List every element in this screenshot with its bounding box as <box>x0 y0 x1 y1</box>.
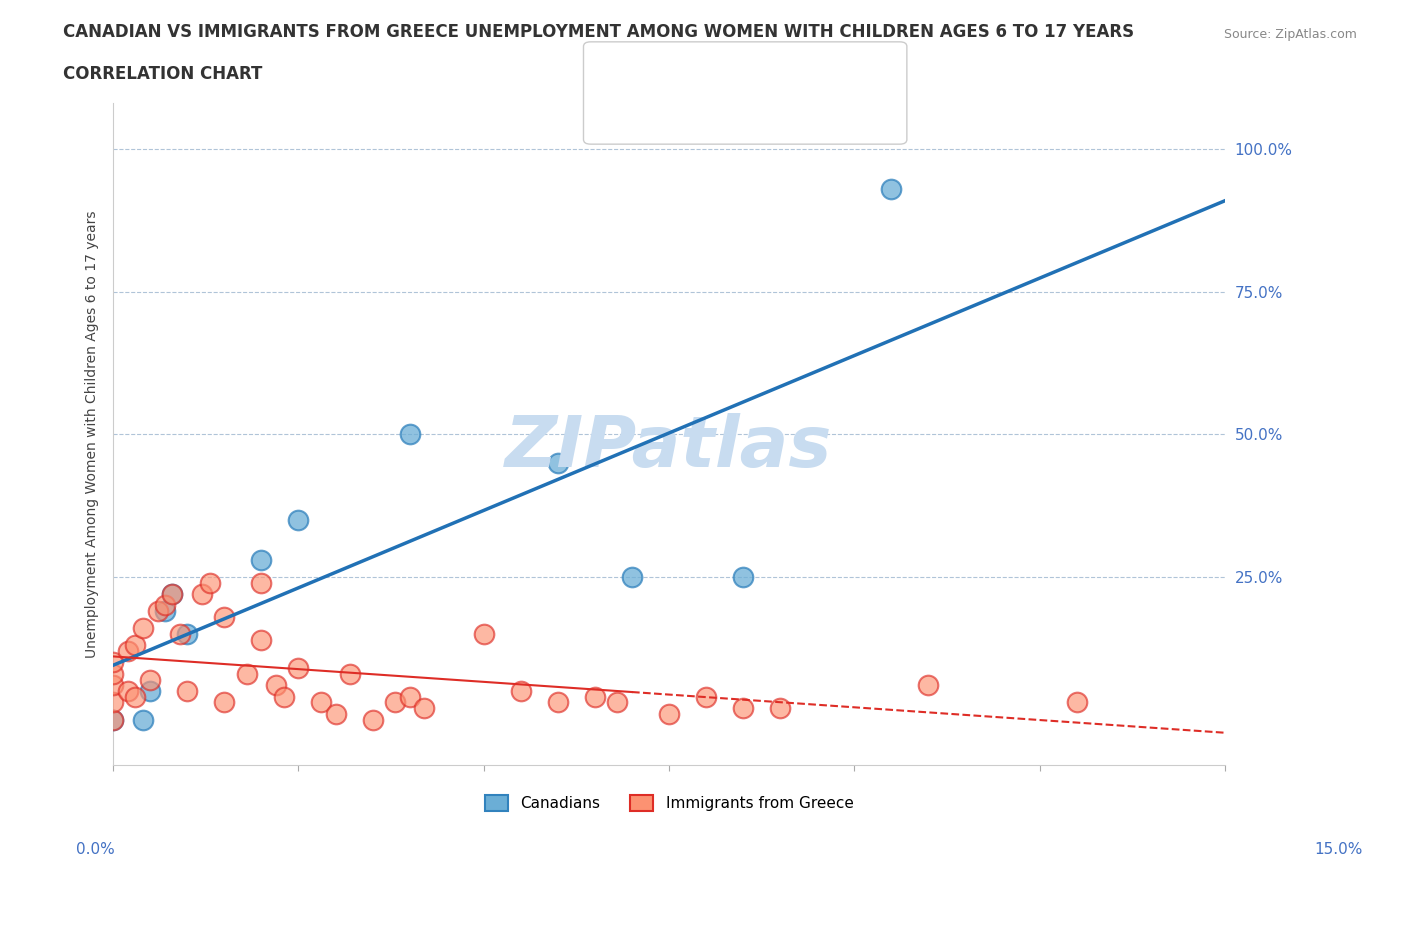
Point <box>325 707 347 722</box>
Point <box>214 695 236 710</box>
Point <box>880 181 903 196</box>
Point <box>117 644 139 658</box>
Point <box>117 684 139 698</box>
Point <box>153 604 176 618</box>
Point <box>250 632 273 647</box>
Point <box>169 627 191 642</box>
Point <box>162 587 184 602</box>
Point <box>153 598 176 613</box>
Point <box>1066 695 1088 710</box>
Point <box>413 700 436 715</box>
Point <box>583 689 606 704</box>
Point <box>606 695 628 710</box>
Point <box>146 604 169 618</box>
Text: CANADIAN VS IMMIGRANTS FROM GREECE UNEMPLOYMENT AMONG WOMEN WITH CHILDREN AGES 6: CANADIAN VS IMMIGRANTS FROM GREECE UNEMP… <box>63 23 1135 41</box>
Point <box>769 700 792 715</box>
Text: R = 0.918   N = 13: R = 0.918 N = 13 <box>626 60 782 75</box>
Point <box>287 512 309 527</box>
Y-axis label: Unemployment Among Women with Children Ages 6 to 17 years: Unemployment Among Women with Children A… <box>86 210 100 658</box>
Point <box>139 684 162 698</box>
Text: CORRELATION CHART: CORRELATION CHART <box>63 65 263 83</box>
Point <box>658 707 681 722</box>
Point <box>339 667 361 682</box>
Point <box>198 575 221 590</box>
Legend: Canadians, Immigrants from Greece: Canadians, Immigrants from Greece <box>478 789 859 817</box>
Text: 15.0%: 15.0% <box>1315 842 1362 857</box>
Point <box>309 695 332 710</box>
Point <box>176 627 198 642</box>
Point <box>398 427 420 442</box>
Point <box>547 695 569 710</box>
Point <box>162 587 184 602</box>
Point <box>103 678 125 693</box>
Point <box>509 684 531 698</box>
Point <box>103 712 125 727</box>
Point <box>917 678 939 693</box>
Text: 0.0%: 0.0% <box>76 842 115 857</box>
Point <box>250 552 273 567</box>
Point <box>124 638 146 653</box>
Point <box>620 569 643 584</box>
Point <box>472 627 495 642</box>
Point <box>235 667 257 682</box>
Point <box>695 689 717 704</box>
Point <box>191 587 214 602</box>
Point <box>547 456 569 471</box>
Point <box>733 569 755 584</box>
Point <box>273 689 295 704</box>
Point <box>733 700 755 715</box>
Point <box>384 695 406 710</box>
Text: R = 0.012   N = 44: R = 0.012 N = 44 <box>626 100 782 114</box>
Point <box>132 621 155 636</box>
Point <box>124 689 146 704</box>
Text: ZIPatlas: ZIPatlas <box>505 413 832 482</box>
Point <box>139 672 162 687</box>
Point <box>287 660 309 675</box>
Point <box>250 575 273 590</box>
Point <box>214 609 236 624</box>
Point <box>176 684 198 698</box>
Point <box>103 667 125 682</box>
Point <box>398 689 420 704</box>
Point <box>103 655 125 670</box>
Point <box>103 712 125 727</box>
Point <box>132 712 155 727</box>
Text: Source: ZipAtlas.com: Source: ZipAtlas.com <box>1223 28 1357 41</box>
Point <box>264 678 287 693</box>
Point <box>103 695 125 710</box>
Point <box>361 712 384 727</box>
